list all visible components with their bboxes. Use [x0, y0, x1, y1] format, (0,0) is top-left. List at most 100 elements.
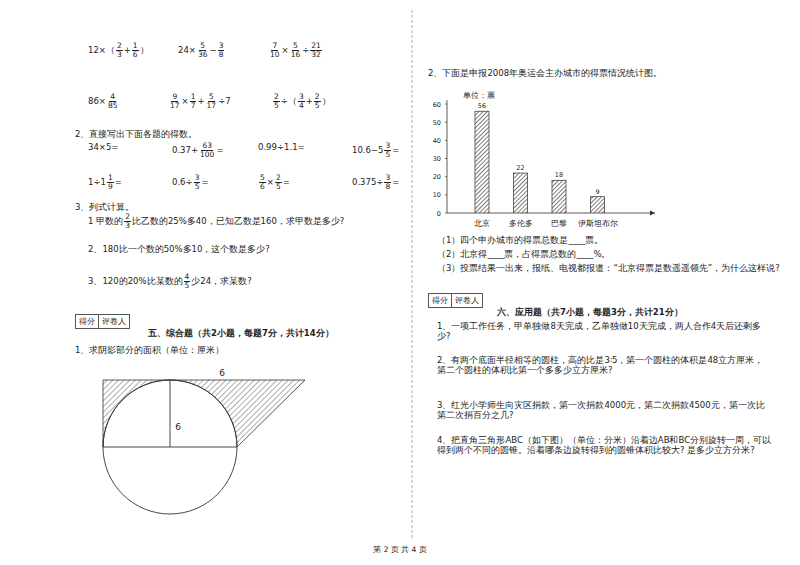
y-tick-label: 50 [433, 119, 441, 127]
denominator: 9 [107, 183, 114, 191]
y-tick-label: 20 [433, 173, 441, 181]
numerator: 1 [132, 42, 139, 51]
radius [170, 380, 171, 447]
numerator: 5 [292, 42, 299, 51]
denominator: 8 [218, 51, 225, 59]
score-cell: 评卷人 [451, 294, 482, 307]
expr-text: = [283, 177, 290, 187]
expr-text: 少24，求某数? [191, 276, 251, 286]
shaded-region [103, 380, 170, 447]
section-title: 六、应用题（共7小题，每题3分，共计21分） [497, 307, 683, 317]
word-problem: 2、180比一个数的50%多10，这个数是多少? [88, 244, 270, 254]
section-title: 五、综合题（共2小题，每题7分，共计14分） [148, 328, 334, 338]
expr-text: 1÷1 [88, 177, 106, 187]
word-problem: 2、有两个底面半径相等的圆柱，高的比是3∶5，第一个圆柱的体积是48立方厘米，第… [437, 355, 772, 375]
y-tick [445, 158, 447, 159]
fraction: 25 [314, 93, 321, 110]
fraction: 38 [218, 42, 225, 59]
calc-problem: 710×516÷2132 [268, 42, 323, 59]
denominator: 8 [384, 183, 391, 191]
circle [103, 380, 237, 514]
y-tick [445, 194, 447, 195]
fraction: 710 [269, 42, 281, 59]
numerator: 5 [259, 174, 266, 183]
numerator: 4 [109, 93, 116, 102]
denominator: 36 [197, 51, 209, 59]
figure-label: 6 [175, 422, 181, 432]
footer: 第 2 页 共 4 页 [373, 545, 426, 554]
data-label: 18 [555, 171, 563, 179]
y-tick [445, 176, 447, 177]
question-title: 3、列式计算。 [75, 202, 134, 212]
expr-text: = [115, 177, 122, 187]
fraction: 17 [190, 93, 197, 110]
denominator: 3 [116, 51, 123, 59]
expr-text: ÷（ [281, 96, 297, 106]
denominator: 4 [298, 102, 305, 110]
oral-problem: 0.37+63100= [172, 142, 224, 159]
denominator: 85 [107, 102, 119, 110]
axis-label: 单位：票 [463, 91, 495, 100]
expr-text: − [210, 45, 217, 55]
numerator: 2 [273, 93, 280, 102]
fraction: 16 [132, 42, 139, 59]
oral-problem: 10.6−535= [352, 142, 399, 159]
y-tick [445, 104, 447, 105]
score-box: 得分评卷人 [75, 314, 130, 329]
fraction: 23 [124, 213, 131, 230]
denominator: 7 [190, 102, 197, 110]
fraction: 25 [273, 93, 280, 110]
expr-text: 10.6−5 [352, 145, 383, 155]
y-tick-label: 10 [433, 191, 441, 199]
expr-text: + [306, 96, 313, 106]
calc-problem: 12×（23+16） [88, 42, 149, 59]
expr-text: + [197, 96, 204, 106]
score-cell: 得分 [76, 315, 98, 328]
fraction: 536 [197, 42, 209, 59]
word-problem: 3、120的20%比某数的45少24，求某数? [88, 273, 252, 290]
expr-text: ） [322, 96, 331, 106]
fraction: 19 [107, 174, 114, 191]
axis-arrow [650, 211, 655, 216]
denominator: 5 [273, 102, 280, 110]
bar-chart: 单位：票010203040506056北京22多伦多18巴黎9伊斯坦布尔 [433, 91, 655, 228]
numerator: 3 [384, 174, 391, 183]
expr-text: = [201, 177, 208, 187]
denominator: 6 [132, 51, 139, 59]
expr-text: 34×5= [88, 142, 118, 152]
denominator: 5 [184, 282, 191, 290]
drawing-layer: 66单位：票010203040506056北京22多伦多18巴黎9伊斯坦布尔 [0, 0, 800, 565]
numerator: 63 [201, 142, 213, 151]
fraction: 56 [259, 174, 266, 191]
expr-text: 24× [178, 45, 196, 55]
y-tick [445, 122, 447, 123]
numerator: 21 [310, 42, 322, 51]
question: （1）四个申办城市的得票总数是____票。 [437, 235, 603, 245]
denominator: 17 [169, 102, 181, 110]
data-label: 9 [595, 188, 599, 196]
question-title: 2、直接写出下面各题的得数。 [75, 129, 197, 139]
numerator: 3 [194, 174, 201, 183]
denominator: 17 [206, 102, 218, 110]
y-tick [445, 213, 447, 214]
oral-problem: 56×25= [258, 174, 290, 191]
expr-text: ） [140, 45, 149, 55]
denominator: 5 [275, 183, 282, 191]
expr-text: = [392, 177, 399, 187]
geometry-figure [103, 380, 305, 514]
oral-problem: 0.6÷35= [172, 174, 209, 191]
denominator: 5 [314, 102, 321, 110]
category-label: 巴黎 [551, 219, 567, 228]
expr-text: 0.37+ [172, 145, 198, 155]
numerator: 1 [190, 93, 197, 102]
denominator: 5 [194, 183, 201, 191]
oral-problem: 34×5= [88, 142, 118, 152]
category-label: 多伦多 [509, 219, 533, 228]
fraction: 63100 [199, 142, 215, 159]
fraction: 35 [194, 174, 201, 191]
bars [475, 111, 605, 213]
word-problem: 3、红光小学师生向灾区捐款，第一次捐款4000元，第二次捐款4500元，第一次比… [437, 400, 772, 420]
data-label: 56 [478, 102, 486, 110]
numerator: 2 [314, 93, 321, 102]
denominator: 10 [269, 51, 281, 59]
